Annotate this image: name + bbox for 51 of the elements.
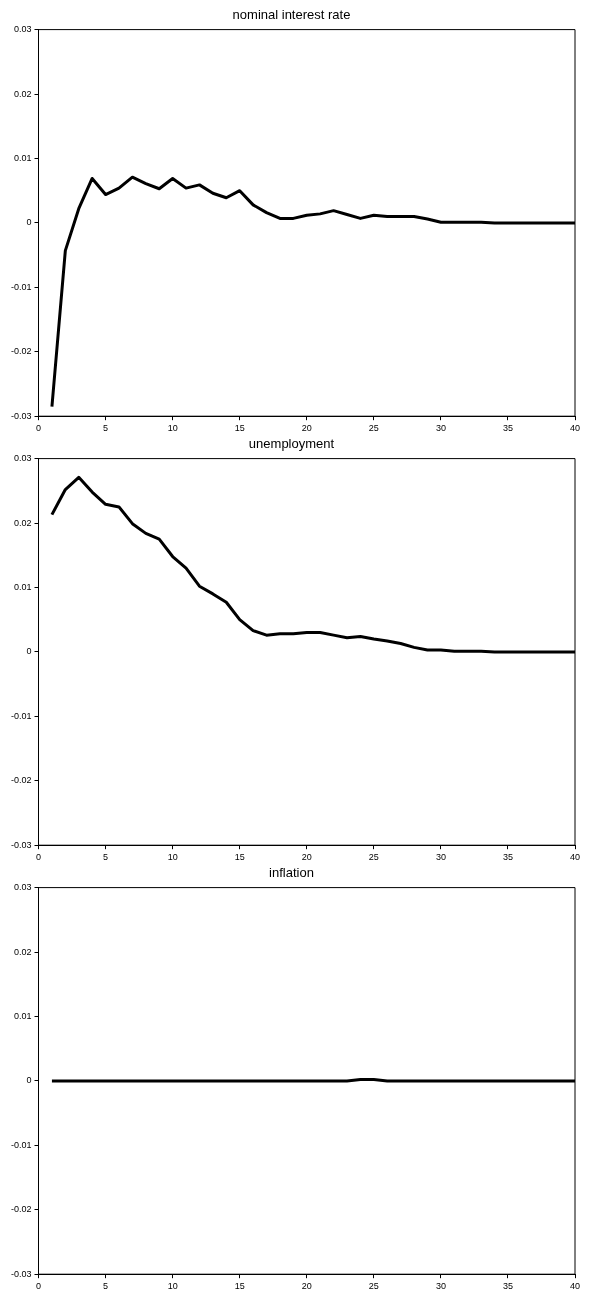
x-tick-label: 35 <box>502 852 513 863</box>
x-tick-label: 15 <box>234 852 245 863</box>
y-tick-label: 0.02 <box>13 88 32 99</box>
x-tick-label: 10 <box>167 852 178 863</box>
x-tick-label: 30 <box>435 1281 446 1292</box>
x-tick-label: 5 <box>103 1281 109 1292</box>
chart-title: inflation <box>269 865 314 881</box>
x-tick-label: 20 <box>301 852 312 863</box>
y-tick-label: 0.03 <box>13 882 32 893</box>
x-tick-label: 30 <box>435 852 446 863</box>
x-tick-label: 0 <box>36 1281 42 1292</box>
y-tick-label: -0.01 <box>11 281 32 292</box>
chart-title: unemployment <box>248 436 335 452</box>
y-tick-label: 0.02 <box>13 946 32 957</box>
y-tick-label: 0.03 <box>13 453 32 464</box>
x-tick-label: 5 <box>103 423 109 434</box>
y-tick-label: -0.02 <box>11 1204 32 1215</box>
y-tick-label: -0.02 <box>11 775 32 786</box>
x-tick-label: 25 <box>368 1281 379 1292</box>
x-tick-label: 10 <box>167 423 178 434</box>
y-tick-label: -0.03 <box>11 839 32 850</box>
y-tick-label: 0.03 <box>13 24 32 35</box>
y-tick-label: 0.02 <box>13 517 32 528</box>
x-tick-label: 15 <box>234 1281 245 1292</box>
x-tick-label: 40 <box>569 1281 581 1292</box>
x-tick-label: 5 <box>103 852 109 863</box>
y-tick-label: 0.01 <box>13 1010 32 1021</box>
x-tick-label: 0 <box>36 423 42 434</box>
x-tick-label: 25 <box>368 852 379 863</box>
y-tick-label: -0.01 <box>11 710 32 721</box>
x-tick-label: 30 <box>435 423 446 434</box>
x-tick-label: 35 <box>502 423 513 434</box>
y-tick-label: -0.01 <box>11 1139 32 1150</box>
x-tick-label: 0 <box>36 852 42 863</box>
x-tick-label: 20 <box>301 423 312 434</box>
x-tick-label: 15 <box>234 423 245 434</box>
x-tick-label: 35 <box>502 1281 513 1292</box>
x-tick-label: 20 <box>301 1281 312 1292</box>
y-tick-label: -0.03 <box>11 410 32 421</box>
y-tick-label: 0.01 <box>13 152 32 163</box>
x-tick-label: 40 <box>569 852 581 863</box>
chart-title: nominal interest rate <box>232 7 351 23</box>
y-tick-label: -0.02 <box>11 346 32 357</box>
y-tick-label: 0.01 <box>13 581 32 592</box>
y-tick-label: -0.03 <box>11 1268 32 1279</box>
y-tick-label: 0 <box>26 1075 32 1086</box>
y-tick-label: 0 <box>26 646 32 657</box>
x-tick-label: 25 <box>368 423 379 434</box>
y-tick-label: 0 <box>26 217 32 228</box>
x-tick-label: 40 <box>569 423 581 434</box>
x-tick-label: 10 <box>167 1281 178 1292</box>
